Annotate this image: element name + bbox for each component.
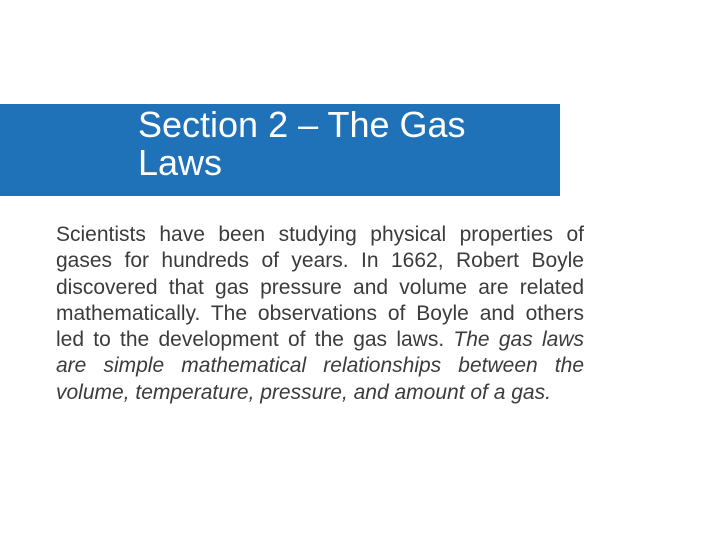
slide: Section 2 – The Gas Laws Scientists have… bbox=[0, 0, 720, 540]
body-paragraph: Scientists have been studying physical p… bbox=[56, 222, 584, 406]
section-title: Section 2 – The Gas Laws bbox=[138, 106, 558, 182]
